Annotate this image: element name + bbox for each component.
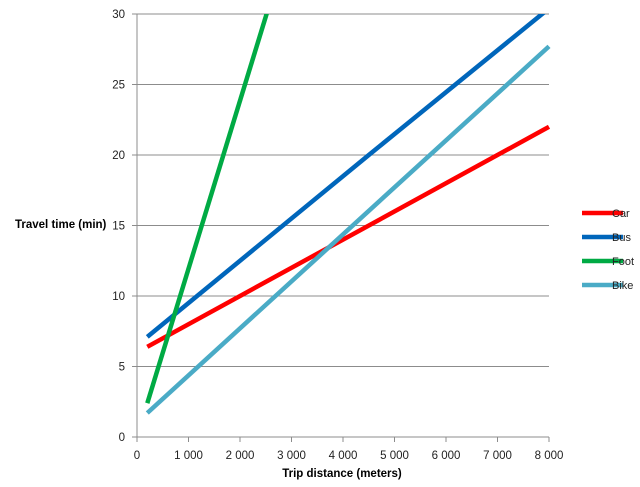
tick-labels: 0 5 10 15 20 25 30 0 1 000 2 000 3 000 4 000 5 000 6 …: [112, 9, 563, 462]
y-tick-label: 0: [119, 432, 125, 444]
series-line-car: [146, 124, 551, 349]
x-tick-label: 4 000: [329, 450, 358, 462]
gridlines: [137, 13, 549, 367]
y-tick-label: 30: [112, 9, 125, 21]
x-tick-label: 1 000: [174, 450, 203, 462]
plot-area: [145, 14, 551, 415]
legend-label-bike: Bike: [612, 280, 633, 292]
legend-label-foot: Foot: [612, 256, 634, 268]
series-line-bike: [145, 44, 551, 415]
y-tick-label: 20: [112, 150, 125, 162]
x-tick-label: 6 000: [432, 450, 461, 462]
x-axis-title: Trip distance (meters): [282, 468, 402, 480]
legend-label-bus: Bus: [612, 232, 631, 244]
x-tick-label: 5 000: [380, 450, 409, 462]
y-axis-title: Travel time (min): [15, 219, 107, 231]
series-line-bus: [145, 14, 546, 339]
y-tick-label: 10: [112, 291, 125, 303]
y-tick-label: 25: [112, 80, 125, 92]
y-tick-label: 15: [112, 221, 125, 233]
series-line-foot: [145, 14, 269, 404]
legend: Car Bus Foot Bike: [582, 208, 634, 292]
legend-label-car: Car: [612, 208, 630, 220]
x-tick-label: 3 000: [277, 450, 306, 462]
x-tick-label: 7 000: [483, 450, 512, 462]
y-tick-label: 5: [119, 362, 125, 374]
axes: [132, 13, 550, 442]
x-tick-label: 2 000: [226, 450, 255, 462]
x-tick-label: 0: [134, 450, 140, 462]
x-tick-label: 8 000: [535, 450, 564, 462]
